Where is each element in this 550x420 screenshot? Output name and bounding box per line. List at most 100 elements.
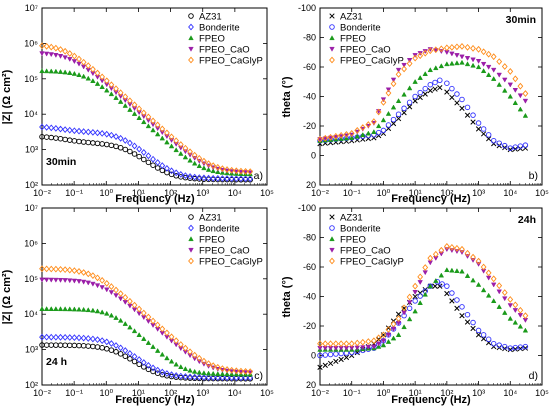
data-point — [501, 289, 508, 296]
data-point — [395, 67, 402, 73]
data-point — [99, 309, 105, 315]
data-point — [507, 346, 513, 353]
data-point — [187, 148, 193, 156]
data-point — [327, 340, 334, 348]
series-bonderite — [39, 333, 254, 382]
data-point — [395, 70, 402, 78]
data-point — [385, 338, 392, 344]
data-point — [475, 126, 482, 132]
y-axis-title: theta (°) — [281, 76, 293, 117]
data-point — [191, 160, 198, 166]
data-point — [177, 372, 184, 380]
series-bonderite — [39, 123, 254, 183]
data-point — [522, 112, 529, 118]
data-point — [224, 166, 230, 173]
data-point — [496, 289, 502, 295]
y-tick-label: 20 — [306, 180, 316, 190]
data-point — [196, 174, 203, 181]
data-point — [417, 273, 424, 281]
data-point — [122, 353, 129, 359]
data-point — [150, 162, 156, 168]
data-point — [150, 317, 156, 325]
y-axis-title: |Z| (Ω cm²) — [1, 69, 13, 124]
data-point — [247, 374, 254, 382]
data-point — [108, 131, 115, 139]
data-point — [359, 338, 366, 346]
data-point — [517, 143, 524, 149]
data-point — [480, 126, 487, 132]
data-point — [470, 277, 476, 283]
data-point — [444, 80, 450, 86]
data-point — [522, 327, 529, 333]
data-point — [512, 308, 519, 314]
data-point — [422, 49, 429, 57]
data-point — [85, 335, 92, 342]
data-point — [412, 93, 418, 100]
data-point — [62, 69, 68, 75]
data-point — [103, 338, 110, 346]
data-point — [90, 307, 96, 313]
data-point — [238, 175, 244, 183]
data-point — [71, 306, 78, 312]
data-point — [131, 101, 138, 109]
data-point — [395, 311, 402, 317]
data-point — [71, 52, 78, 60]
data-point — [401, 110, 407, 116]
data-point — [412, 78, 418, 84]
data-point — [191, 373, 198, 381]
data-point — [154, 347, 161, 353]
data-point — [85, 307, 91, 313]
data-point — [205, 174, 212, 182]
data-point — [187, 173, 193, 180]
data-point — [145, 123, 152, 129]
data-point — [99, 345, 105, 351]
data-point — [131, 358, 138, 365]
data-point — [512, 144, 519, 150]
data-point — [136, 153, 142, 160]
data-point — [480, 131, 487, 137]
data-point — [57, 342, 64, 348]
data-point — [406, 300, 413, 306]
data-point — [354, 339, 361, 347]
data-point — [224, 374, 230, 382]
data-point — [343, 354, 350, 361]
data-point — [164, 169, 170, 176]
data-point — [412, 282, 419, 290]
data-point — [247, 368, 254, 376]
data-point — [490, 75, 497, 81]
data-point — [517, 93, 524, 99]
data-point — [459, 304, 465, 310]
data-point — [359, 124, 366, 131]
data-point — [67, 306, 73, 312]
x-tick-label: 10⁻¹ — [65, 388, 83, 398]
data-point — [159, 325, 166, 333]
data-point — [375, 108, 382, 116]
data-point — [127, 324, 133, 330]
data-point — [322, 340, 329, 348]
data-point — [201, 374, 207, 381]
data-point — [485, 336, 492, 343]
data-point — [427, 254, 434, 262]
data-point — [375, 334, 382, 342]
data-point — [99, 130, 106, 137]
data-point — [117, 296, 124, 302]
data-point — [365, 338, 372, 345]
data-point — [113, 349, 119, 355]
data-point — [317, 352, 323, 359]
data-point — [57, 135, 64, 142]
data-point — [214, 175, 221, 182]
data-point — [136, 305, 143, 313]
data-point — [191, 151, 198, 159]
data-point — [459, 313, 465, 319]
data-point — [85, 128, 92, 136]
data-point — [159, 162, 166, 169]
data-point — [173, 337, 180, 345]
data-point — [427, 283, 433, 289]
x-tick-label: 10⁻¹ — [65, 188, 83, 198]
data-point — [48, 124, 55, 132]
data-point — [444, 283, 450, 289]
y-tick-label: 10⁵ — [24, 74, 38, 84]
x-tick-label: 10³ — [196, 388, 209, 398]
data-point — [117, 317, 124, 323]
